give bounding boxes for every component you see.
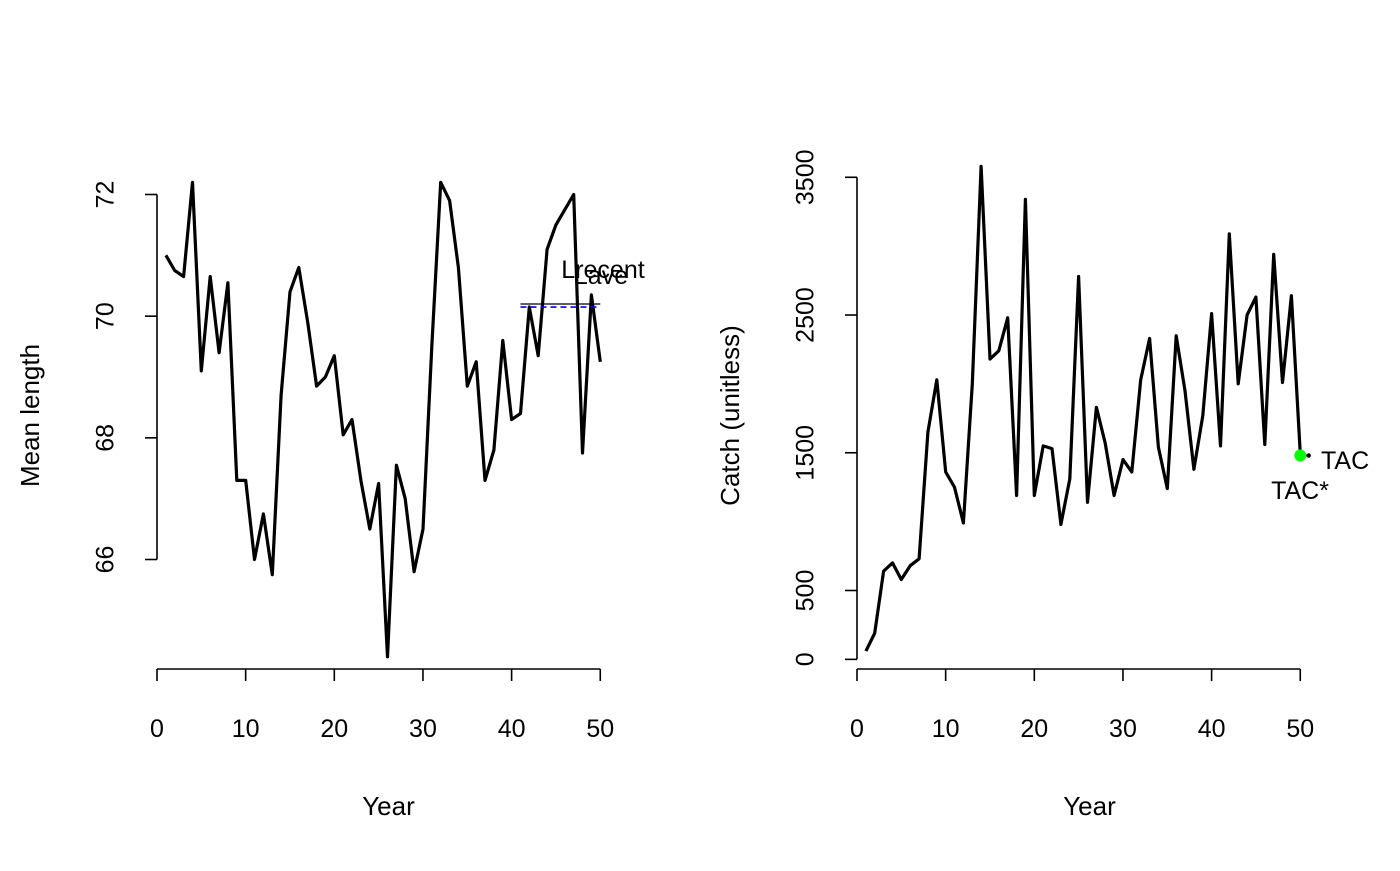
y-tick-label: 2500 bbox=[792, 287, 820, 343]
y-tick-label: 0 bbox=[792, 652, 820, 666]
x-tick-label: 50 bbox=[586, 715, 614, 743]
x-tick-label: 0 bbox=[850, 715, 864, 743]
tac-star-label: TAC* bbox=[1271, 477, 1329, 505]
tac-point bbox=[1306, 453, 1311, 458]
x-tick-label: 40 bbox=[498, 715, 526, 743]
x-tick-label: 50 bbox=[1286, 715, 1314, 743]
y-axis-ticks: 0 500 1500 2500 3500 bbox=[792, 149, 857, 666]
mean-length-panel: Lrecent Lave 0 10 20 30 40 50 66 68 70 72 Year M… bbox=[15, 181, 645, 821]
x-axis-title: Year bbox=[362, 791, 415, 821]
x-tick-label: 0 bbox=[150, 715, 164, 743]
y-tick-label: 72 bbox=[92, 181, 120, 209]
x-axis-title: Year bbox=[1063, 791, 1116, 821]
y-axis-ticks: 66 68 70 72 bbox=[92, 181, 157, 574]
tac-star-point bbox=[1294, 449, 1307, 462]
mean-length-series-line bbox=[164, 180, 602, 659]
lrecent-label: Lrecent bbox=[561, 256, 644, 284]
x-tick-label: 10 bbox=[932, 715, 960, 743]
x-tick-label: 20 bbox=[1020, 715, 1048, 743]
lave-label: Lave bbox=[574, 262, 628, 290]
catch-series-line bbox=[864, 164, 1302, 652]
catch-panel: TAC* TAC 0 10 20 30 40 50 0 500 1500 2500 3500 Ye… bbox=[715, 149, 1369, 821]
x-tick-label: 10 bbox=[232, 715, 260, 743]
x-tick-label: 30 bbox=[1109, 715, 1137, 743]
y-tick-label: 3500 bbox=[792, 149, 820, 205]
x-tick-label: 20 bbox=[320, 715, 348, 743]
y-axis-title: Catch (unitless) bbox=[715, 325, 745, 506]
y-axis-title: Mean length bbox=[15, 344, 45, 487]
y-tick-label: 70 bbox=[92, 302, 120, 330]
x-axis-ticks: 0 10 20 30 40 50 bbox=[850, 669, 1314, 743]
x-tick-label: 40 bbox=[1198, 715, 1226, 743]
y-tick-label: 68 bbox=[92, 424, 120, 452]
x-axis-ticks: 0 10 20 30 40 50 bbox=[150, 669, 614, 743]
y-tick-label: 500 bbox=[792, 570, 820, 612]
x-tick-label: 30 bbox=[409, 715, 437, 743]
tac-label: TAC bbox=[1321, 447, 1369, 475]
y-tick-label: 66 bbox=[92, 546, 120, 574]
y-tick-label: 1500 bbox=[792, 425, 820, 481]
